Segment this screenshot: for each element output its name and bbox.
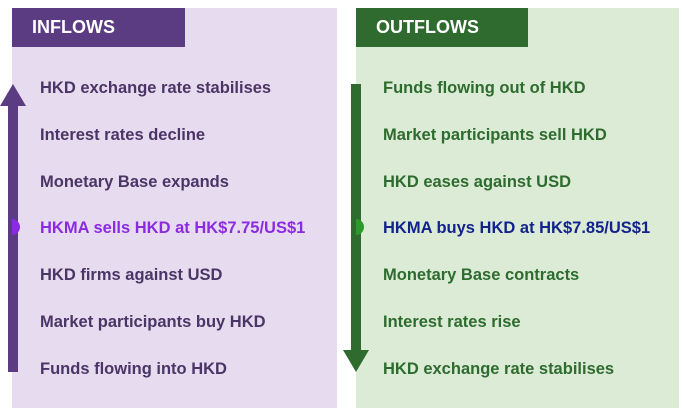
inflows-item: Monetary Base expands <box>40 173 229 191</box>
inflows-item: Market participants buy HKD <box>40 313 266 331</box>
inflows-item: HKD exchange rate stabilises <box>40 79 272 97</box>
outflows-item: Funds flowing out of HKD <box>383 79 586 97</box>
inflows-up-arrow-icon <box>0 84 26 372</box>
outflows-item: HKD eases against USD <box>383 173 571 191</box>
inflows-panel <box>12 8 337 408</box>
outflows-panel <box>356 8 679 408</box>
outflows-marker-icon <box>356 219 364 235</box>
inflows-item: Funds flowing into HKD <box>40 360 227 378</box>
outflows-item: Market participants sell HKD <box>383 126 607 144</box>
inflows-item-highlight: HKMA sells HKD at HK$7.75/US$1 <box>40 219 306 237</box>
inflows-marker-icon <box>12 219 20 235</box>
inflows-title: INFLOWS <box>12 8 185 47</box>
outflows-item: Monetary Base contracts <box>383 266 580 284</box>
outflows-item-highlight: HKMA buys HKD at HK$7.85/US$1 <box>383 219 651 237</box>
outflows-item: HKD exchange rate stabilises <box>383 360 615 378</box>
outflows-title: OUTFLOWS <box>356 8 528 47</box>
inflows-item: Interest rates decline <box>40 126 206 144</box>
outflows-item: Interest rates rise <box>383 313 521 331</box>
inflows-item: HKD firms against USD <box>40 266 223 284</box>
